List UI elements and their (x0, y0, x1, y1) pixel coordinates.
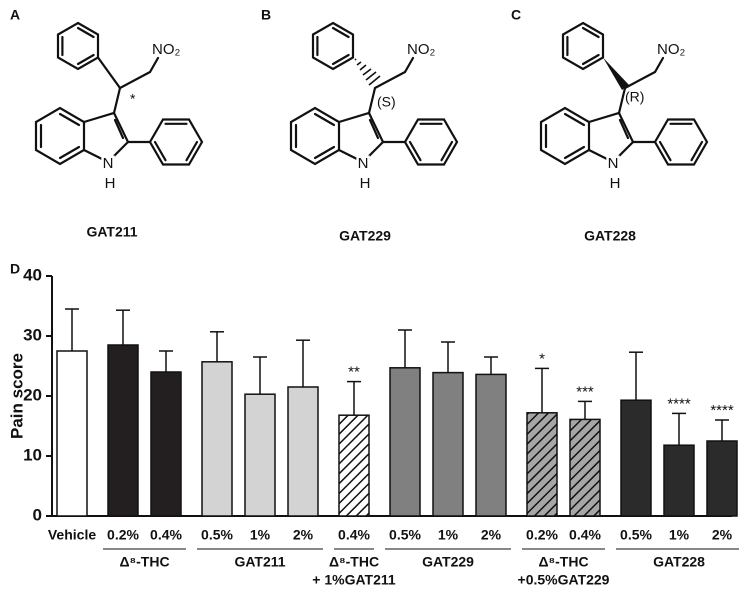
x-tick-label: 0.4% (569, 527, 601, 543)
solid-wedge (603, 57, 629, 90)
x-tick-label: 1% (669, 527, 690, 543)
group-label: GAT211 (234, 554, 285, 570)
bar (389, 367, 421, 517)
hydrogen-label: H (105, 175, 116, 192)
bond (96, 56, 122, 90)
bar (244, 393, 276, 517)
group-label: Δ⁸-THC (329, 554, 379, 570)
significance-label: * (539, 350, 545, 367)
y-axis-label: Pain score (7, 353, 26, 439)
structure-b: B (S) NO₂ N H GAT229 (261, 7, 459, 244)
x-tick-label: 1% (438, 527, 459, 543)
bar (56, 350, 88, 517)
stereo-label: * (130, 91, 136, 107)
panel-letter: B (261, 7, 271, 23)
y-tick-label: 0 (33, 505, 42, 524)
hydrogen-label: H (610, 175, 621, 192)
panel-letter: C (511, 7, 521, 23)
x-tick-label: 0.4% (338, 527, 370, 543)
stereo-label: (R) (625, 89, 644, 105)
x-tick-label: 0.2% (526, 527, 558, 543)
compound-name: GAT228 (584, 228, 636, 244)
bar (663, 444, 695, 517)
x-tick-label: 2% (481, 527, 502, 543)
compound-name: GAT211 (86, 224, 137, 240)
structure-a: A * NO₂ N H GAT211 (10, 7, 204, 240)
hydrogen-label: H (360, 175, 371, 192)
nitrogen-label: N (608, 155, 619, 172)
group-label: Δ⁸-THC (538, 554, 588, 570)
group-label: GAT229 (422, 554, 474, 570)
x-tick-label: 0.4% (150, 527, 182, 543)
bar (620, 399, 652, 517)
x-tick-label: 1% (250, 527, 271, 543)
x-tick-label: 0.5% (389, 527, 421, 543)
y-tick-label: 30 (23, 325, 42, 344)
x-tick-label: 2% (293, 527, 314, 543)
nitro-label: NO₂ (657, 41, 686, 58)
y-tick-label: 20 (23, 385, 42, 404)
bar (526, 412, 558, 517)
compound-name: GAT229 (339, 228, 391, 244)
x-tick-label: 0.2% (107, 527, 139, 543)
bar (432, 371, 464, 517)
group-label: GAT228 (653, 554, 705, 570)
bar (706, 440, 738, 517)
nitro-label: NO₂ (407, 41, 436, 58)
group-label: Δ⁸-THC (119, 554, 169, 570)
structure-c: C (R) NO₂ N H GAT228 (511, 7, 709, 244)
bar (569, 418, 601, 517)
significance-label: *** (576, 383, 594, 400)
group-label: +0.5%GAT229 (518, 572, 610, 588)
significance-label: **** (710, 402, 734, 419)
x-tick-label: 2% (712, 527, 733, 543)
bar (107, 344, 139, 517)
nitro-label: NO₂ (152, 41, 181, 58)
significance-label: **** (667, 395, 691, 412)
bar (201, 361, 233, 517)
bar (287, 386, 319, 517)
group-label: + 1%GAT211 (312, 572, 396, 588)
bar (338, 414, 370, 517)
nitrogen-label: N (103, 155, 114, 172)
y-tick-label: 40 (23, 265, 42, 284)
bar-chart: D Pain score 0 10 20 30 40 Vehicle 0.2% 0.4% Δ⁸-… (7, 261, 739, 588)
significance-label: ** (348, 364, 360, 381)
bar (475, 373, 507, 517)
bar (150, 371, 182, 517)
stereo-label: (S) (377, 94, 396, 110)
x-tick-label: 0.5% (201, 527, 233, 543)
x-tick-label: 0.5% (620, 527, 652, 543)
nitrogen-label: N (358, 155, 369, 172)
x-tick-label: Vehicle (48, 527, 96, 543)
hashed-wedge (354, 58, 381, 86)
panel-letter: D (10, 261, 20, 277)
y-tick-label: 10 (23, 445, 42, 464)
panel-letter: A (10, 7, 20, 23)
